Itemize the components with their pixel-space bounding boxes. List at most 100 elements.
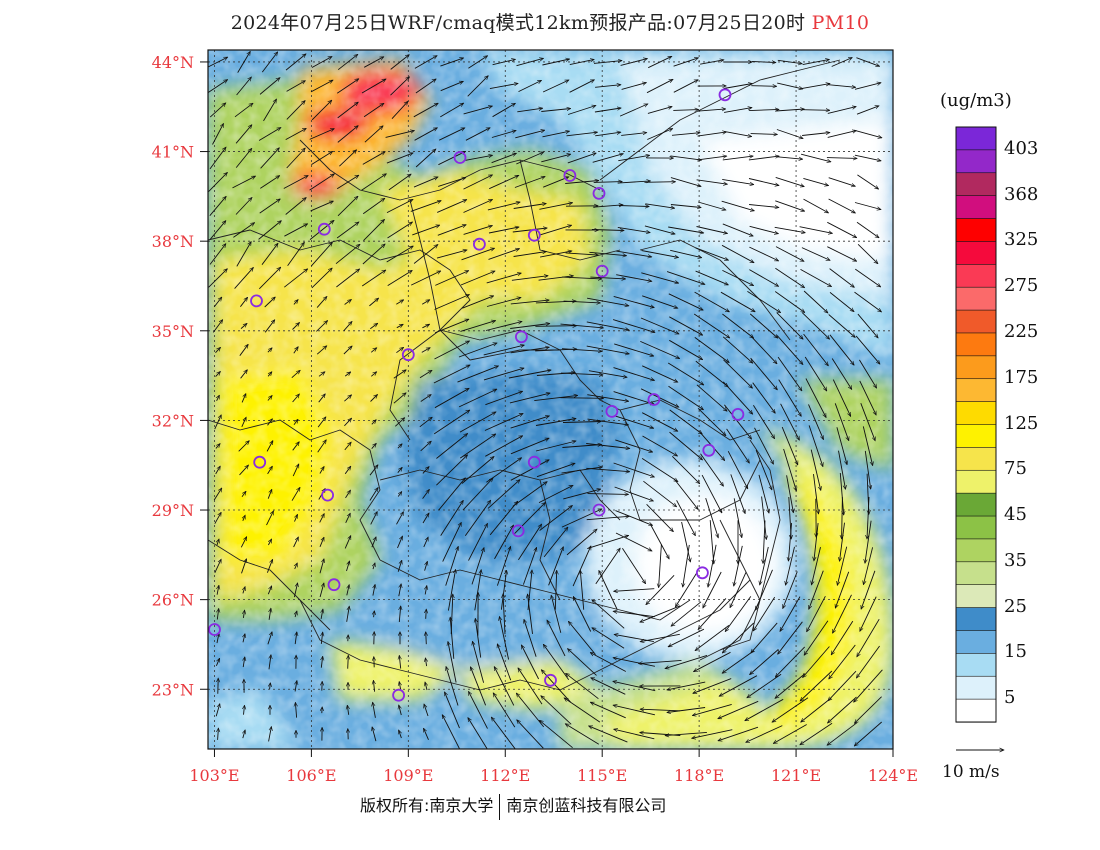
wind-arrow bbox=[208, 80, 227, 93]
wind-arrow bbox=[540, 251, 572, 258]
wind-arrow bbox=[413, 102, 438, 118]
wind-arrow bbox=[437, 199, 467, 213]
wind-arrow bbox=[673, 79, 698, 93]
wind-arrow bbox=[493, 667, 515, 706]
wind-arrow bbox=[440, 58, 463, 67]
wind-arrow bbox=[641, 458, 678, 481]
wind-arrow bbox=[683, 544, 690, 587]
wind-arrow bbox=[214, 512, 222, 524]
wind-arrow bbox=[805, 378, 827, 418]
wind-arrow bbox=[394, 418, 404, 427]
wind-arrow bbox=[448, 642, 457, 683]
map-title: 2024年07月25日WRF/cmaq模式12km预报产品:07月25日20时 … bbox=[0, 8, 1100, 35]
wind-arrow bbox=[828, 670, 857, 701]
wind-arrow bbox=[295, 632, 297, 645]
wind-arrow bbox=[829, 334, 854, 365]
wind-arrow bbox=[266, 441, 274, 452]
wind-arrow bbox=[694, 337, 729, 362]
wind-arrow bbox=[729, 572, 747, 607]
wind-arrow bbox=[673, 110, 698, 111]
wind-arrow bbox=[467, 76, 489, 97]
wind-arrow bbox=[434, 319, 469, 334]
legend-swatch bbox=[955, 264, 997, 288]
wind-arrow bbox=[419, 417, 432, 428]
wind-arrow bbox=[698, 109, 726, 112]
wind-arrow bbox=[311, 151, 332, 165]
wind-arrow bbox=[243, 657, 245, 668]
wind-arrow bbox=[566, 132, 598, 137]
lat-label: 35°N bbox=[152, 322, 194, 341]
wind-arrow bbox=[261, 52, 277, 73]
wind-arrow bbox=[828, 84, 855, 88]
wind-arrow bbox=[511, 276, 548, 281]
wind-arrow bbox=[645, 203, 674, 208]
wind-arrow bbox=[856, 645, 880, 678]
wind-arrow bbox=[370, 348, 377, 353]
wind-arrow bbox=[450, 617, 455, 659]
wind-arrow bbox=[774, 226, 806, 232]
wind-arrow bbox=[514, 502, 546, 534]
wind-arrow bbox=[722, 156, 753, 161]
station-marker bbox=[515, 330, 528, 344]
wind-arrow bbox=[786, 475, 794, 512]
wind-arrow bbox=[536, 463, 575, 478]
wind-arrow bbox=[483, 345, 525, 356]
wind-arrow bbox=[750, 134, 778, 135]
wind-arrow bbox=[758, 474, 769, 513]
wind-arrow bbox=[586, 516, 630, 521]
wind-arrow bbox=[827, 131, 857, 138]
wind-arrow bbox=[337, 196, 358, 217]
wind-arrow bbox=[438, 478, 466, 511]
wind-arrow bbox=[345, 513, 351, 523]
wind-arrow bbox=[241, 417, 247, 427]
wind-arrow bbox=[566, 529, 597, 556]
wind-arrow bbox=[721, 200, 755, 211]
wind-arrow bbox=[413, 176, 438, 188]
wind-arrow bbox=[803, 333, 829, 366]
wind-arrow bbox=[668, 628, 705, 648]
wind-arrow bbox=[240, 323, 247, 329]
wind-arrow bbox=[561, 348, 602, 352]
wind-arrow bbox=[399, 730, 402, 739]
wind-arrow bbox=[319, 559, 324, 574]
wind-arrow bbox=[692, 729, 733, 739]
wind-arrow bbox=[647, 107, 672, 114]
wind-arrow bbox=[586, 467, 629, 471]
wind-arrow bbox=[612, 319, 655, 333]
station-marker bbox=[696, 566, 709, 580]
wind-arrow bbox=[240, 537, 248, 548]
legend-swatch bbox=[955, 286, 997, 311]
wind-arrow bbox=[293, 347, 298, 354]
wind-arrow bbox=[524, 619, 537, 657]
wind-arrow bbox=[513, 252, 547, 257]
wind-arrow bbox=[589, 726, 628, 743]
station-marker bbox=[208, 623, 221, 636]
wind-arrow bbox=[309, 220, 334, 240]
wind-arrow bbox=[718, 700, 759, 720]
wind-arrow bbox=[397, 536, 403, 549]
wind-arrow bbox=[614, 343, 654, 356]
wind-arrow bbox=[286, 80, 306, 92]
wind-arrow bbox=[749, 313, 778, 338]
wind-arrow bbox=[828, 696, 857, 723]
wind-arrow bbox=[754, 427, 774, 464]
wind-arrow bbox=[267, 372, 272, 377]
wind-arrow bbox=[337, 126, 358, 143]
wind-arrow bbox=[572, 546, 592, 587]
wind-arrow bbox=[362, 244, 385, 265]
wind-arrow bbox=[311, 56, 332, 68]
wind-arrow bbox=[445, 546, 459, 586]
wind-arrow bbox=[864, 450, 870, 489]
wind-arrow bbox=[285, 198, 307, 215]
wind-arrow bbox=[295, 611, 297, 618]
wind-arrow bbox=[345, 490, 351, 499]
wind-arrow bbox=[696, 226, 728, 234]
wind-arrow bbox=[369, 298, 378, 307]
lon-label: 124°E bbox=[868, 766, 918, 785]
wind-arrow bbox=[855, 335, 880, 364]
wind-arrow bbox=[775, 176, 805, 186]
wind-arrow bbox=[209, 244, 226, 265]
wind-arrow bbox=[420, 441, 432, 452]
wind-arrow bbox=[595, 85, 621, 88]
wind-arrow bbox=[676, 500, 696, 535]
